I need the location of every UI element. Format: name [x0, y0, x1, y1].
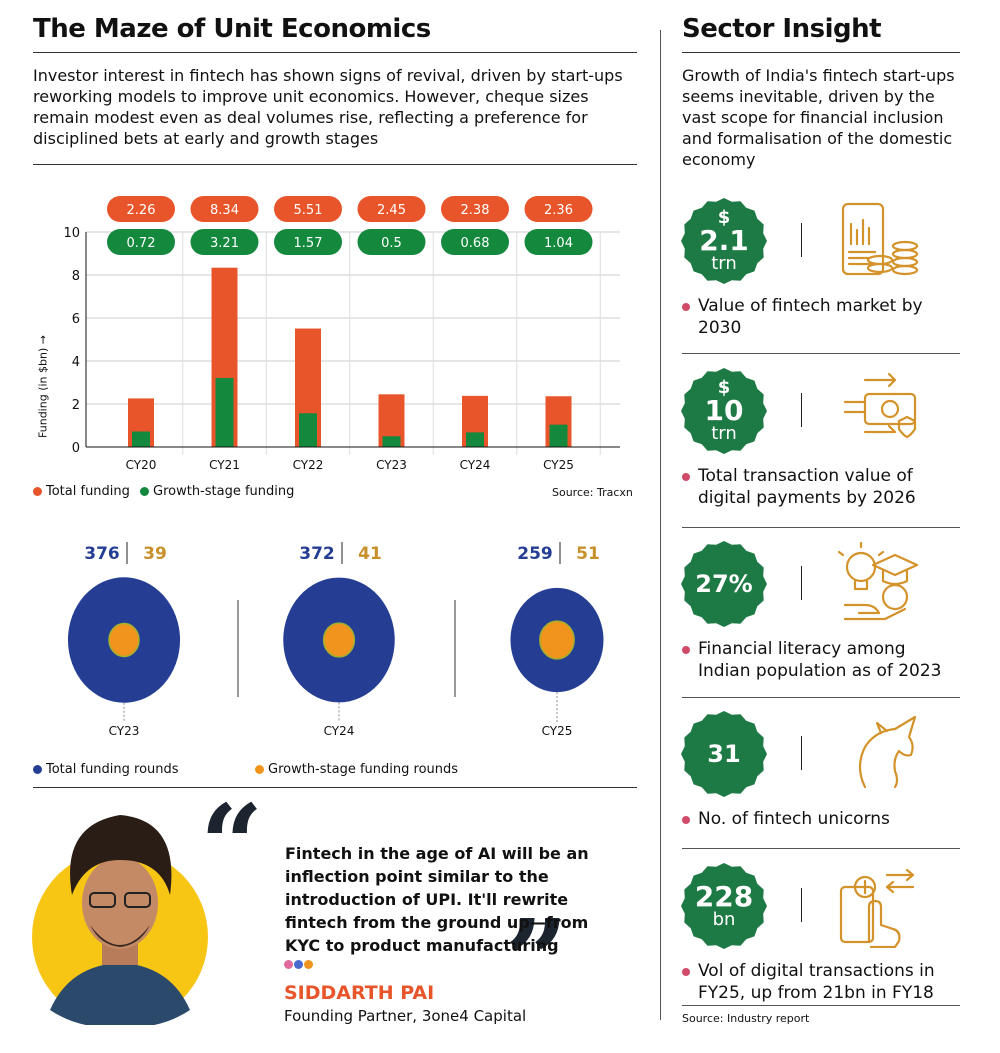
item-divider	[801, 393, 802, 427]
money-transfer-icon	[843, 372, 917, 439]
legend-growth-rounds: Growth-stage funding rounds	[255, 762, 458, 777]
bubble-growth-rounds	[539, 620, 575, 660]
legend-total-rounds: Total funding rounds	[33, 762, 179, 777]
bubble-growth-rounds	[322, 622, 356, 658]
total-funding-label-pill	[441, 196, 509, 222]
bar-growth-funding	[132, 431, 150, 447]
growth-funding-data-label: 1.57	[294, 236, 323, 251]
x-tick-label: CY23	[376, 458, 407, 472]
funding-rounds-bubble-chart: 376 39 CY23 372 41 CY24 259 51 CY25	[67, 542, 604, 738]
legend-growth-funding: Growth-stage funding	[140, 484, 294, 499]
stat-badge: $ 10 trn	[681, 368, 767, 454]
stat-badge: $ 2.1 trn	[681, 198, 767, 284]
y-tick-label: 6	[72, 312, 80, 327]
total-funding-label-pill	[107, 196, 175, 222]
stat-label: Total transaction value of digital payme…	[682, 465, 962, 509]
bubble-growth-rounds	[108, 622, 140, 658]
item-divider	[801, 223, 802, 257]
dots-decoration	[284, 960, 313, 969]
total-rounds-label: 372	[299, 544, 335, 564]
unicorn-icon	[858, 715, 917, 789]
bubble-category-label: CY24	[324, 724, 355, 738]
total-funding-label-pill	[190, 196, 259, 222]
growth-funding-data-label: 0.68	[461, 236, 490, 251]
right-title: Sector Insight	[682, 14, 882, 44]
stat-badge: 27%	[681, 541, 767, 627]
growth-funding-data-label: 0.5	[381, 236, 402, 251]
left-intro: Investor interest in fintech has shown s…	[33, 66, 623, 148]
bubble-category-label: CY23	[109, 724, 140, 738]
right-intro: Growth of India's fintech start-ups seem…	[682, 66, 955, 169]
growth-funding-data-label: 0.72	[127, 236, 156, 251]
total-funding-data-label: 2.26	[127, 203, 156, 218]
x-tick-label: CY25	[543, 458, 574, 472]
total-funding-data-label: 2.45	[377, 203, 406, 218]
stat-label: Financial literacy among Indian populati…	[682, 638, 962, 682]
y-tick-label: 0	[72, 441, 80, 456]
item-divider	[801, 736, 802, 770]
stat-label: No. of fintech unicorns	[682, 808, 962, 830]
quote-name: SIDDARTH PAI	[284, 982, 435, 1004]
stat-label: Value of fintech market by 2030	[682, 295, 962, 339]
mobile-chart-coins-icon	[841, 202, 919, 276]
growth-rounds-label: 51	[576, 544, 600, 564]
item-divider	[801, 888, 802, 922]
bar-growth-funding	[466, 432, 484, 447]
close-quote-icon: ”	[505, 895, 569, 1024]
chart-source: Source: Tracxn	[552, 486, 633, 499]
growth-funding-label-pill	[107, 229, 175, 255]
growth-funding-label-pill	[274, 229, 342, 255]
bar-growth-funding	[215, 377, 234, 447]
mobile-payment-icon	[839, 868, 915, 948]
funding-bar-chart: 0 2 4 6 8 10 CY20 2.26 0.72 CY21 8.34 3.21 CY22 5.51 1…	[63, 196, 620, 472]
quote-text: Fintech in the age of AI will be an infl…	[285, 844, 589, 955]
growth-funding-label-pill	[524, 229, 593, 255]
y-tick-label: 4	[72, 355, 80, 370]
total-rounds-label: 259	[517, 544, 553, 564]
x-tick-label: CY20	[126, 458, 157, 472]
y-tick-label: 10	[63, 226, 80, 241]
total-funding-label-pill	[274, 196, 342, 222]
growth-funding-label-pill	[357, 229, 426, 255]
avatar	[32, 815, 208, 1025]
x-tick-label: CY24	[460, 458, 491, 472]
total-funding-data-label: 8.34	[210, 203, 239, 218]
total-funding-data-label: 2.36	[544, 203, 573, 218]
growth-rounds-label: 41	[358, 544, 382, 564]
bubble-category-label: CY25	[542, 724, 573, 738]
growth-funding-label-pill	[190, 229, 259, 255]
item-divider	[801, 566, 802, 600]
quote-role: Founding Partner, 3one4 Capital	[284, 1007, 527, 1025]
growth-rounds-label: 39	[143, 544, 167, 564]
legend-total-funding: Total funding	[33, 484, 130, 499]
growth-funding-data-label: 1.04	[544, 236, 573, 251]
lightbulb-graduation-icon	[837, 541, 919, 621]
right-source: Source: Industry report	[682, 1012, 810, 1025]
y-tick-label: 8	[72, 269, 80, 284]
bar-growth-funding	[299, 413, 317, 447]
growth-funding-data-label: 3.21	[210, 236, 239, 251]
x-tick-label: CY21	[209, 458, 240, 472]
bar-growth-funding	[382, 436, 401, 447]
stat-badge: 31	[681, 711, 767, 797]
bar-growth-funding	[549, 424, 568, 447]
total-funding-data-label: 2.38	[461, 203, 490, 218]
x-tick-label: CY22	[293, 458, 324, 472]
stat-label: Vol of digital transactions in FY25, up …	[682, 960, 962, 1004]
total-funding-data-label: 5.51	[294, 203, 323, 218]
total-rounds-label: 376	[84, 544, 120, 564]
total-funding-label-pill	[524, 196, 593, 222]
open-quote-icon: “	[200, 780, 264, 909]
growth-funding-label-pill	[441, 229, 509, 255]
y-axis-label: Funding (in $bn) →	[36, 335, 50, 438]
left-title: The Maze of Unit Economics	[33, 14, 431, 44]
stat-badge: 228 bn	[681, 863, 767, 949]
total-funding-label-pill	[357, 196, 426, 222]
y-tick-label: 2	[72, 398, 80, 413]
